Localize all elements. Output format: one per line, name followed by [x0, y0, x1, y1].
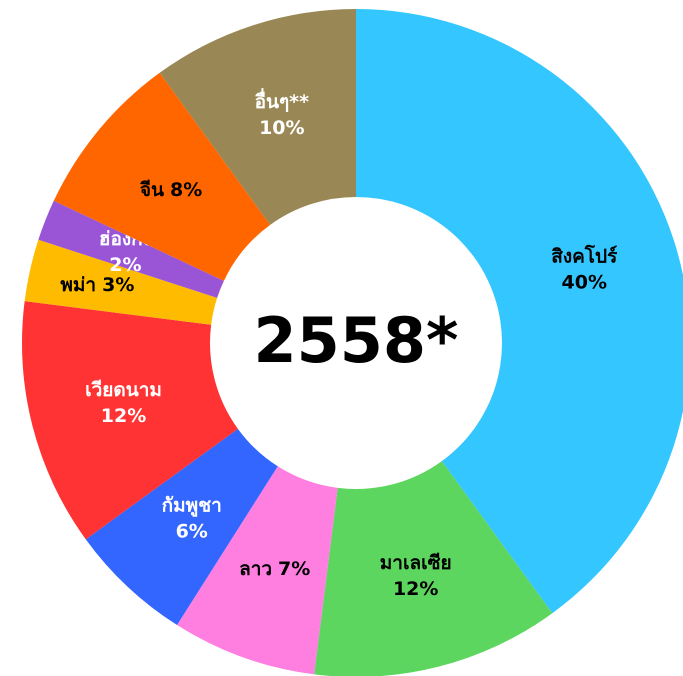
category-label: ลาว [239, 557, 272, 579]
value-label: 12% [101, 405, 146, 427]
category-label: มาเลเซีย [380, 552, 452, 574]
slice-label: จีน 8% [140, 179, 202, 201]
donut-slice [356, 9, 683, 614]
slice-label: พม่า 3% [60, 274, 134, 296]
value-label: 10% [259, 117, 304, 139]
donut-slice [38, 200, 224, 298]
donut-slice [159, 9, 356, 225]
value-label: 40% [562, 271, 607, 293]
category-label: จีน [140, 179, 164, 201]
category-label: สิงคโปร์ [551, 244, 618, 267]
donut-slice [53, 72, 271, 281]
category-label: เวียดนาม [85, 379, 162, 401]
value-label: 2% [109, 254, 141, 276]
category-label: พม่า [60, 274, 96, 296]
category-label: อื่นๆ** [255, 88, 310, 113]
value-label: 3% [102, 274, 134, 296]
donut-slice [314, 461, 553, 676]
category-label: กัมพูชา [162, 494, 222, 517]
value-label: 8% [170, 179, 202, 201]
slice-label: ลาว 7% [239, 557, 310, 579]
value-label: 6% [176, 520, 208, 542]
donut-slice [85, 428, 278, 626]
donut-slice [24, 239, 218, 325]
center-title: 2558* [254, 304, 459, 377]
donut-slice [22, 301, 238, 540]
donut-slice [177, 466, 338, 675]
value-label: 7% [278, 557, 310, 579]
value-label: 12% [393, 578, 438, 600]
